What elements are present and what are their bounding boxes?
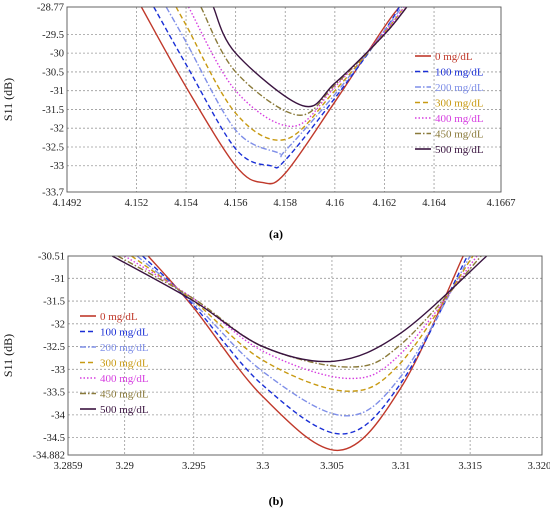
x-tick-label: 4.152 <box>125 198 149 209</box>
x-tick-label: 3.3 <box>256 461 269 472</box>
legend: 0 mg/dL 100 mg/dL 200 mg/dL 300 mg/dL 400 mg… <box>80 311 149 416</box>
series-group <box>140 7 408 185</box>
caption-a: (a) <box>269 227 283 241</box>
x-tick-label: 4.156 <box>224 198 248 209</box>
series-line-400-mg-dl <box>187 7 405 128</box>
y-tick-label: -32 <box>50 124 64 135</box>
x-tick-label: 4.154 <box>174 198 198 209</box>
series-line-100-mg-dl <box>153 7 400 169</box>
y-tick-label: -31.5 <box>43 297 65 308</box>
x-tick-label: 4.158 <box>273 198 297 209</box>
series-line-200-mg-dl <box>136 256 471 417</box>
x-tick-label: 3.29 <box>115 461 133 472</box>
caption-b: (b) <box>269 494 284 508</box>
x-tick-label: 4.162 <box>373 198 397 209</box>
y-axis-label: S11 (dB) <box>1 78 15 121</box>
legend-label: 200 mg/dL <box>100 342 149 354</box>
series-line-500-mg-dl <box>212 7 408 108</box>
series-line-400-mg-dl <box>124 256 478 380</box>
y-tick-label: -30.5 <box>42 67 64 78</box>
x-tick-label: 4.1667 <box>487 198 516 209</box>
y-tick-label: -33 <box>51 365 65 376</box>
y-tick-label: -34 <box>51 410 66 421</box>
y-tick-label: -30 <box>50 49 64 60</box>
x-tick-label: 3.315 <box>458 461 482 472</box>
legend-label: 400 mg/dL <box>435 113 484 125</box>
y-tick-label: -33 <box>50 161 64 172</box>
y-tick-label: -32.5 <box>42 142 64 153</box>
legend-label: 500 mg/dL <box>100 404 149 416</box>
series-line-500-mg-dl <box>111 256 488 363</box>
series-line-300-mg-dl <box>175 7 405 141</box>
chart-b: 3.2859 3.29 3.295 3.3 3.305 3.31 3.315 3.3202 -3… <box>1 252 550 473</box>
legend-label: 500 mg/dL <box>435 144 484 156</box>
legend-label: 450 mg/dL <box>100 388 149 400</box>
x-tick-label: 4.16 <box>326 198 344 209</box>
y-tick-label: -33.5 <box>43 388 65 399</box>
legend-label: 100 mg/dL <box>100 326 149 338</box>
y-tick-label: -30.51 <box>38 252 65 263</box>
series-line-0-mg-dl <box>140 7 400 185</box>
x-tick-label: 3.3202 <box>528 461 550 472</box>
x-tick-label: 3.2859 <box>54 461 83 472</box>
legend-label: 450 mg/dL <box>435 128 484 140</box>
legend-label: 0 mg/dL <box>435 51 473 63</box>
x-tick-label: 3.31 <box>392 461 410 472</box>
legend-label: 400 mg/dL <box>100 373 149 385</box>
legend-label: 200 mg/dL <box>435 82 484 94</box>
chart-a: 4.1492 4.152 4.154 4.156 4.158 4.16 4.162 4.164… <box>1 3 515 210</box>
plot-area <box>68 256 542 455</box>
series-line-450-mg-dl <box>200 7 408 116</box>
y-axis-label: S11 (dB) <box>1 334 15 377</box>
axes-frame <box>66 6 502 193</box>
x-tick-label: 3.295 <box>182 461 206 472</box>
axes-frame <box>67 255 543 456</box>
x-tick-label: 3.305 <box>320 461 344 472</box>
legend-label: 300 mg/dL <box>100 357 149 369</box>
legend-label: 0 mg/dL <box>100 311 138 323</box>
legend: 0 mg/dL 100 mg/dL 200 mg/dL 300 mg/dL 400 mg… <box>415 51 484 156</box>
y-tick-label: -32.5 <box>43 342 65 353</box>
series-line-200-mg-dl <box>165 7 403 158</box>
legend-label: 300 mg/dL <box>435 97 484 109</box>
y-tick-label: -31 <box>50 86 64 97</box>
y-tick-label: -28.77 <box>37 3 64 14</box>
y-tick-label: -29.5 <box>42 30 64 41</box>
y-tick-label: -33.7 <box>42 188 64 199</box>
legend-label: 100 mg/dL <box>435 66 484 78</box>
y-tick-label: -31.5 <box>42 105 64 116</box>
y-tick-label: -31 <box>51 274 65 285</box>
series-group <box>111 256 488 452</box>
y-tick-label: -34.882 <box>33 451 65 462</box>
x-tick-label: 4.164 <box>422 198 446 209</box>
y-tick-label: -32 <box>51 319 65 330</box>
y-tick-label: -34.5 <box>43 433 65 444</box>
x-tick-label: 4.1492 <box>53 198 82 209</box>
